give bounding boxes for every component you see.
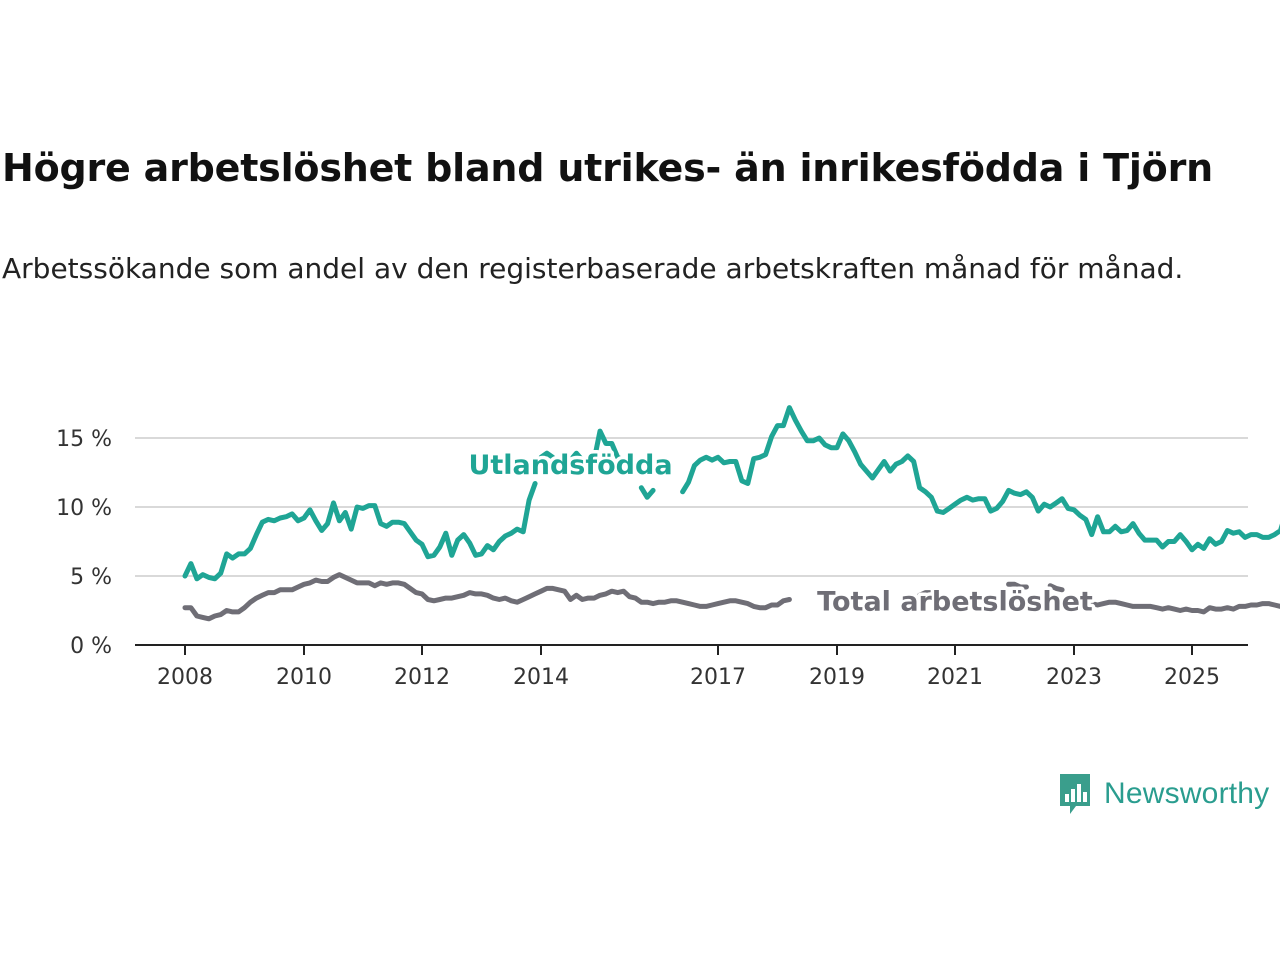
chart-subtitle: Arbetssökande som andel av den registerb… — [2, 252, 1184, 285]
series-line — [182, 481, 538, 582]
x-tick-label: 2023 — [1046, 665, 1102, 690]
x-tick-label: 2014 — [513, 665, 569, 690]
y-tick-label: 10 % — [56, 496, 112, 521]
brand-name: Newsworthy — [1104, 777, 1270, 810]
x-tick-label: 2021 — [927, 665, 983, 690]
chart-title: Högre arbetslöshet bland utrikes- än inr… — [2, 146, 1213, 190]
axes: 0 % 5 % 10 % 15 % 2008 2010 2012 2014 2017 2019 20… — [56, 427, 1248, 690]
series-line — [917, 590, 934, 598]
series-line — [1047, 583, 1065, 593]
y-tick-label: 5 % — [70, 565, 112, 590]
series-line — [538, 450, 556, 460]
bar-chart-speech-bubble-icon — [1060, 774, 1090, 814]
series-line — [591, 428, 627, 463]
gridlines — [135, 437, 1248, 577]
series-line — [568, 450, 585, 463]
x-tick-label: 2008 — [157, 665, 213, 690]
y-tick-label: 0 % — [70, 634, 112, 659]
x-tick-label: 2012 — [394, 665, 450, 690]
series-line — [1006, 581, 1029, 590]
series-line — [680, 405, 1280, 553]
x-tick-label: 2025 — [1164, 665, 1220, 690]
x-tick-label: 2019 — [809, 665, 865, 690]
x-tick-label: 2017 — [690, 665, 746, 690]
series-name-label: Utlandsfödda — [468, 450, 672, 481]
series-line — [638, 485, 656, 500]
x-tick-label: 2010 — [276, 665, 332, 690]
series-line — [1077, 598, 1280, 615]
series-lines — [182, 405, 1280, 622]
series-name-label: Total arbetslöshet — [817, 587, 1093, 618]
series-line — [182, 572, 792, 622]
newsworthy-logo: Newsworthy — [1058, 772, 1269, 816]
y-tick-label: 15 % — [56, 427, 112, 452]
